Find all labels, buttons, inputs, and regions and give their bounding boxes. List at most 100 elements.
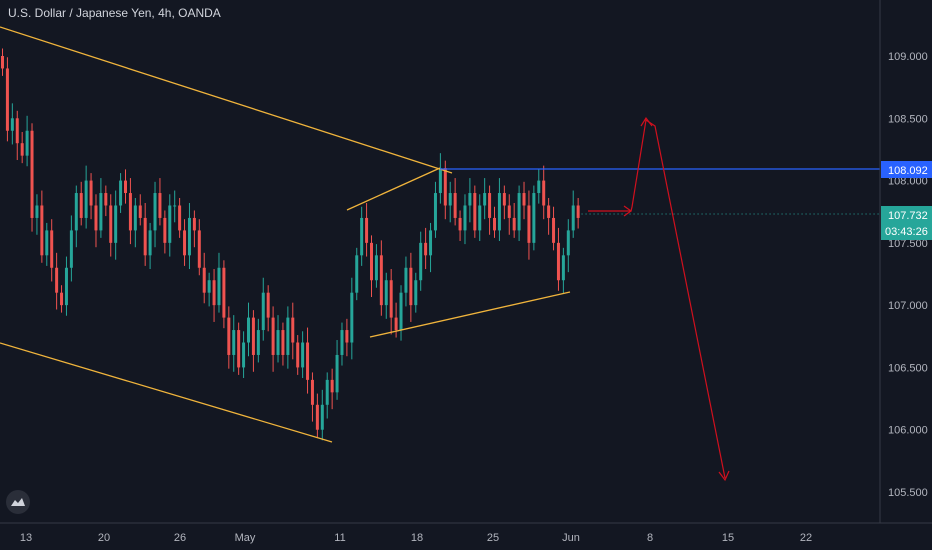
candle-body <box>301 342 305 368</box>
candle <box>168 194 172 257</box>
candle-body <box>291 317 295 343</box>
time-tick-label: 8 <box>647 532 653 544</box>
time-tick-label: 15 <box>722 532 734 544</box>
upper-channel-trendline[interactable] <box>0 26 453 174</box>
candle-body <box>576 205 580 218</box>
candle <box>315 393 319 438</box>
candle <box>192 210 196 248</box>
candle <box>507 194 511 235</box>
candle <box>271 306 275 372</box>
candle <box>173 190 177 223</box>
candle-body <box>173 205 177 207</box>
candle-body <box>79 193 83 218</box>
candle-body <box>335 354 339 393</box>
candle-body <box>124 180 127 194</box>
tradingview-logo-icon[interactable] <box>6 490 30 514</box>
candle <box>187 202 191 270</box>
candle <box>114 190 118 260</box>
candle <box>497 178 501 241</box>
candle-body <box>202 267 206 293</box>
candle <box>74 185 78 248</box>
candle <box>266 285 270 332</box>
candle <box>325 372 329 419</box>
candle-body <box>5 68 9 131</box>
candle <box>360 206 364 266</box>
time-tick-label: 18 <box>411 532 423 544</box>
candle-body <box>330 379 334 393</box>
price-tick-label: 107.000 <box>888 300 928 312</box>
candle <box>99 178 103 238</box>
candle <box>429 222 433 273</box>
candle-body <box>74 193 78 231</box>
candle-body <box>99 193 103 231</box>
time-axis-ticks: 13 20 26 May 11 18 25 Jun 8 15 22 <box>20 532 812 544</box>
candle <box>409 252 413 322</box>
candle <box>247 302 250 357</box>
candle-body <box>153 193 157 231</box>
candle-body <box>552 217 556 243</box>
candle <box>261 277 265 341</box>
price-tick-label: 105.500 <box>888 487 928 499</box>
candle-body <box>419 242 423 281</box>
candle <box>148 222 152 270</box>
candle-body <box>478 205 482 231</box>
candle <box>458 210 462 241</box>
candle-body <box>227 317 231 355</box>
candle <box>237 322 241 375</box>
candle-body <box>207 280 211 293</box>
candle <box>561 247 565 294</box>
symbol-title: U.S. Dollar / Japanese Yen, 4h, OANDA <box>8 6 221 20</box>
candle <box>404 256 408 307</box>
candle <box>365 202 369 257</box>
candle-body <box>286 317 290 355</box>
wedge-upper-trendline[interactable] <box>346 167 441 211</box>
candle <box>10 103 14 145</box>
candle <box>84 165 88 229</box>
candle <box>256 318 260 363</box>
candle <box>183 219 187 266</box>
lower-channel-trendline[interactable] <box>0 342 333 443</box>
candle <box>414 272 418 313</box>
candle-body <box>424 242 428 256</box>
candle-body <box>242 342 246 368</box>
candle <box>478 194 482 241</box>
candle <box>517 185 521 241</box>
projection-path[interactable] <box>588 118 726 479</box>
candle-body <box>473 193 477 231</box>
wedge-lower-trendline[interactable] <box>369 291 571 338</box>
candle <box>30 123 34 232</box>
projection-arrowhead-2 <box>640 116 653 127</box>
candle <box>281 322 285 366</box>
candle <box>522 181 526 220</box>
candle-body <box>547 205 551 218</box>
candle <box>576 198 580 229</box>
candle <box>291 302 295 360</box>
candle-body <box>507 205 511 218</box>
candle-body <box>394 317 398 331</box>
candle-body <box>310 379 314 405</box>
candle <box>158 178 162 226</box>
price-axis-ticks: 105.500 106.000 106.500 107.000 107.500 108.0… <box>888 51 928 499</box>
candle <box>124 169 127 204</box>
candle <box>566 219 570 273</box>
candle <box>556 227 560 291</box>
time-tick-label: 13 <box>20 532 32 544</box>
candle-body <box>429 230 433 256</box>
candle <box>79 181 83 226</box>
candle <box>5 57 9 142</box>
time-axis[interactable]: 13 20 26 May 11 18 25 Jun 8 15 22 <box>0 522 932 544</box>
candle <box>453 178 457 226</box>
time-tick-label: 20 <box>98 532 110 544</box>
candle <box>60 285 64 313</box>
candle <box>320 389 324 441</box>
candle-body <box>448 193 452 206</box>
candle-body <box>271 317 275 355</box>
candle-body <box>89 180 93 206</box>
price-axis[interactable]: 105.500 106.000 106.500 107.000 107.500 108.0… <box>879 0 932 523</box>
candle-body <box>183 230 187 256</box>
candle <box>502 185 506 220</box>
candle <box>45 222 49 266</box>
projection-arrowhead-1 <box>623 205 633 217</box>
candle <box>483 178 487 220</box>
